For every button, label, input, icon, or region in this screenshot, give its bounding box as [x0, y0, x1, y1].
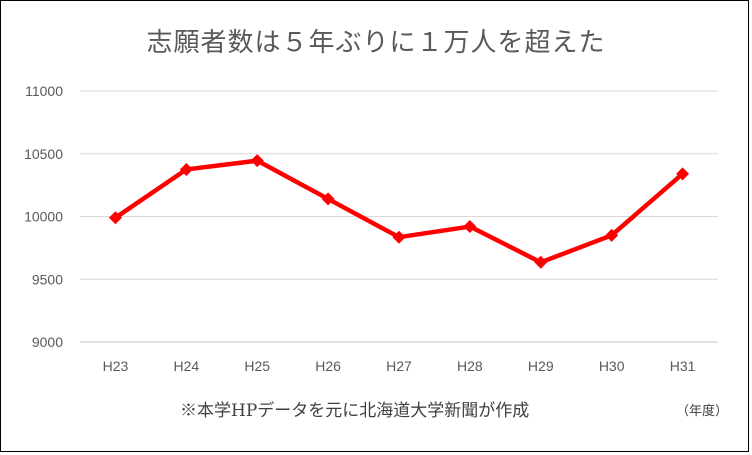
x-tick-label: H24 [173, 358, 199, 374]
y-tick-label: 11000 [25, 83, 63, 99]
data-point-marker [534, 255, 548, 269]
x-tick-label: H23 [103, 358, 129, 374]
x-tick-label: H31 [670, 358, 696, 374]
y-tick-label: 10500 [24, 146, 63, 162]
series-line [114, 158, 685, 265]
x-tick-label: H30 [599, 358, 625, 374]
data-point-marker [605, 228, 619, 242]
x-axis-unit: （年度） [676, 404, 729, 419]
data-point-marker [108, 211, 122, 225]
data-point-marker [392, 230, 406, 244]
x-tick-label: H29 [528, 358, 554, 374]
data-point-marker [179, 162, 193, 176]
chart-title: 志願者数は５年ぶりに１万人を超えた [146, 28, 606, 58]
data-point-marker [321, 192, 335, 206]
y-tick-label: 9500 [32, 271, 63, 287]
source-note: ※本学HPデータを元に北海道大学新聞が作成 [180, 401, 530, 421]
data-point-marker [463, 220, 477, 234]
data-point-marker [676, 167, 690, 181]
x-tick-label: H25 [244, 358, 270, 374]
x-tick-label: H27 [386, 358, 412, 374]
x-tick-label: H28 [457, 358, 483, 374]
x-tick-label: H26 [315, 358, 341, 374]
y-tick-label: 9000 [32, 334, 63, 350]
data-point-marker [250, 154, 264, 168]
y-tick-label: 10000 [24, 209, 63, 225]
